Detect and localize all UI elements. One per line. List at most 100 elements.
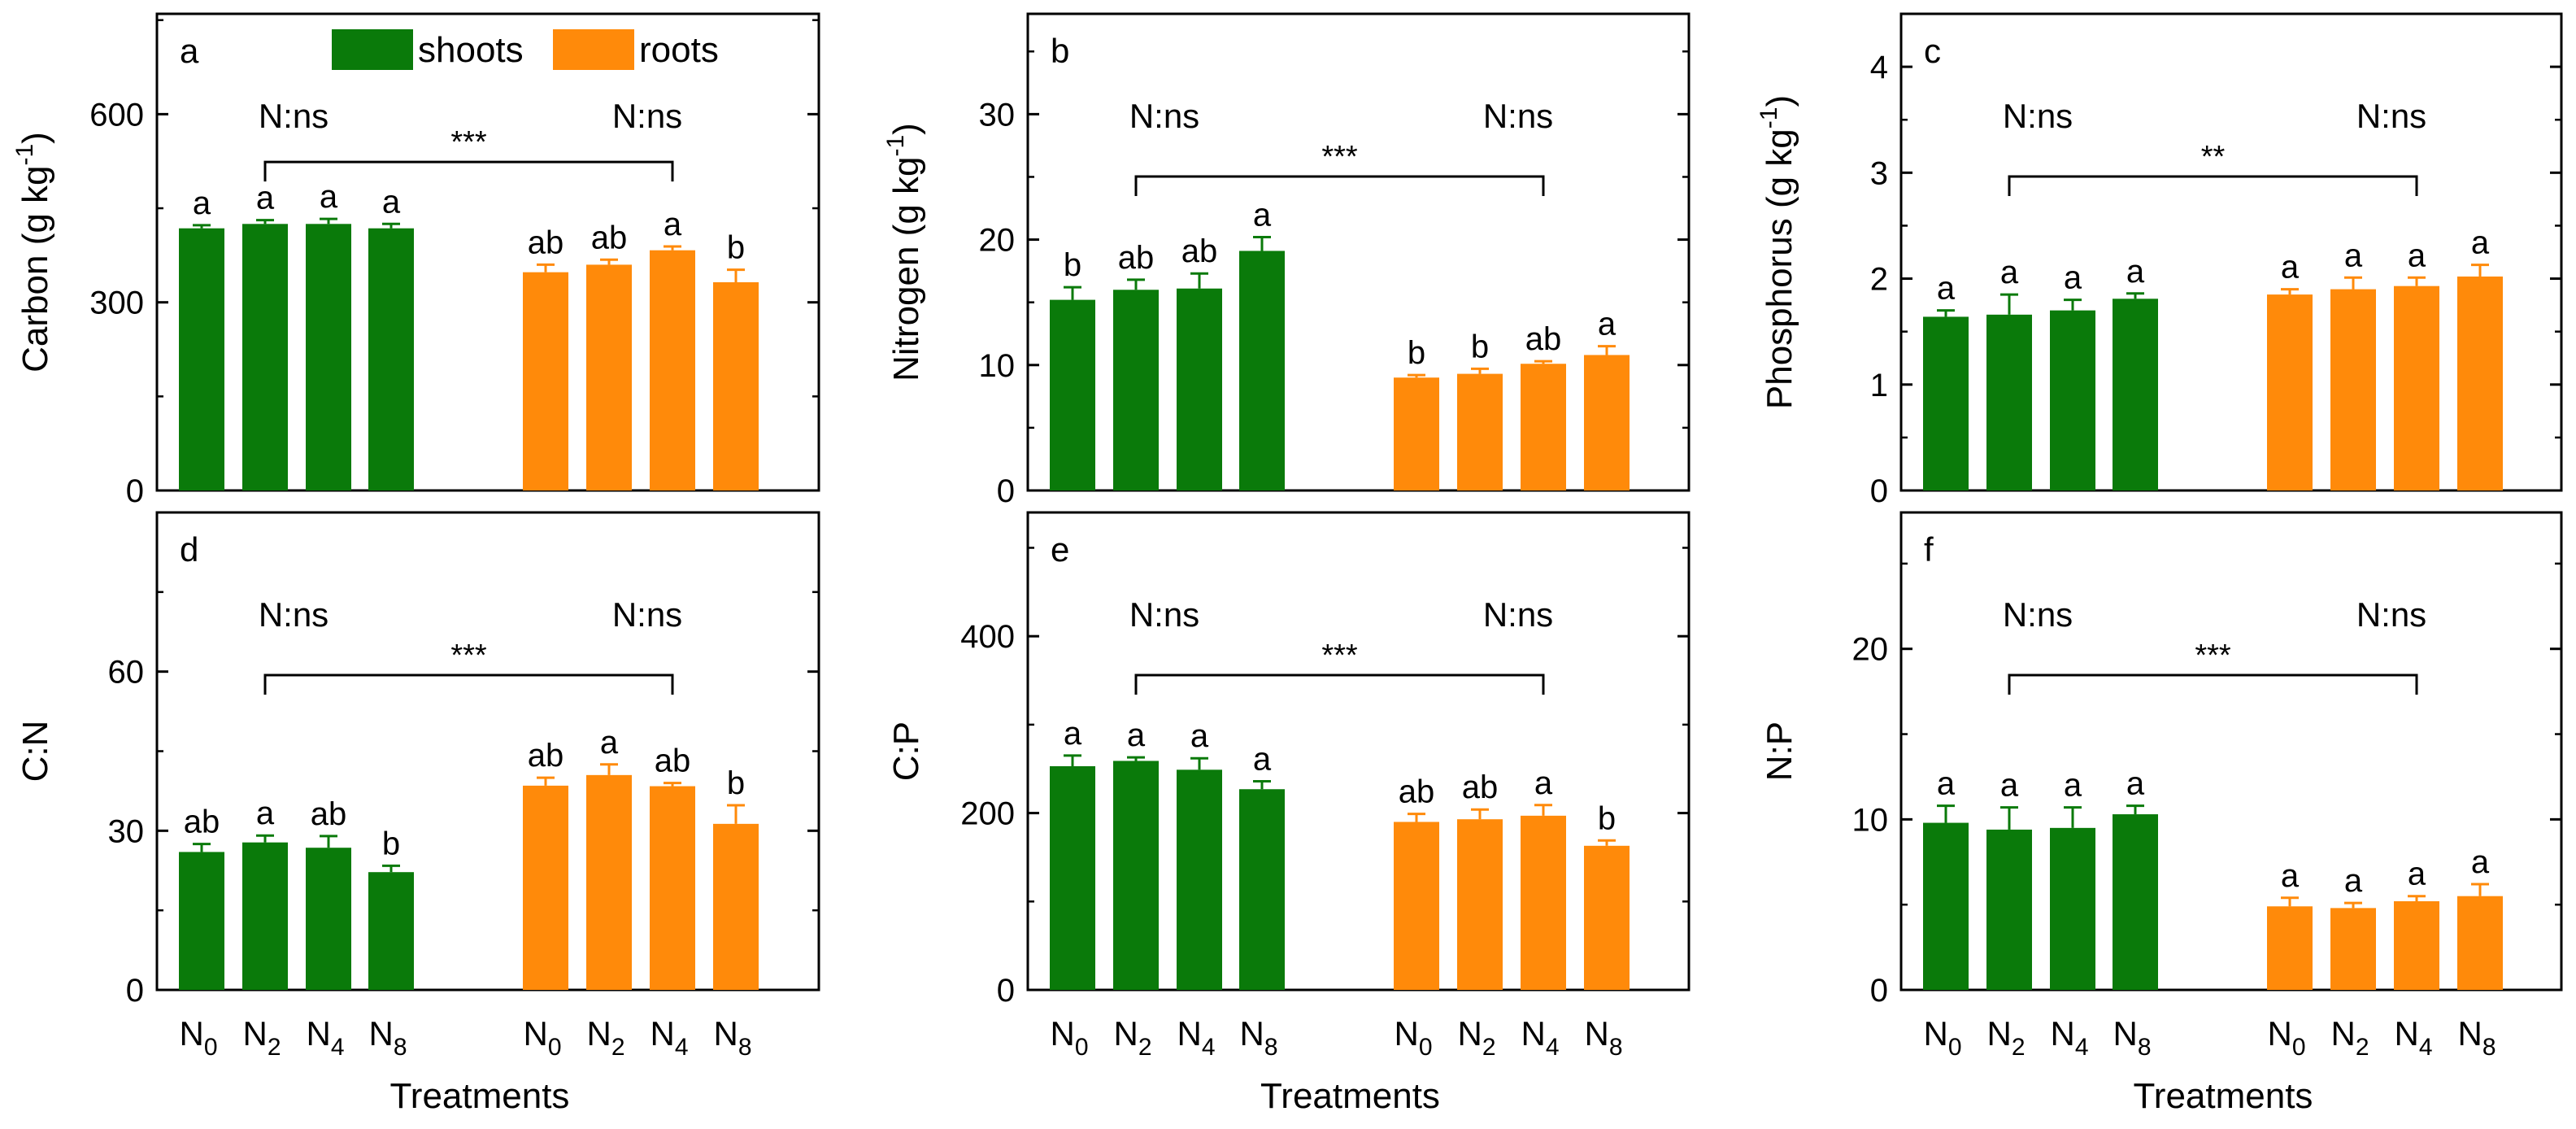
x-category-label: N2 (1986, 1014, 2025, 1061)
x-category-label: N4 (650, 1014, 688, 1061)
sig-letter: a (2344, 238, 2363, 273)
sig-letter: a (1253, 197, 1272, 233)
bar-shoots-0 (1050, 765, 1095, 990)
y-tick-label: 60 (108, 655, 145, 691)
sig-letter: a (2064, 768, 2082, 804)
panel-letter: a (180, 32, 199, 70)
bar-shoots-1 (1113, 290, 1159, 490)
bar-roots-2 (1521, 364, 1566, 490)
y-tick-label: 2 (1870, 262, 1888, 298)
sig-letter: a (1064, 716, 1082, 752)
y-tick-label: 600 (89, 97, 144, 133)
n-effect-label: N:ns (1483, 595, 1553, 634)
n-effect-label: N:ns (259, 595, 329, 634)
sig-letter: b (727, 765, 745, 801)
bar-roots-3 (2457, 276, 2503, 490)
comparison-bracket (2008, 175, 2418, 196)
plot-frame (1899, 12, 2563, 492)
x-category-label: N2 (242, 1014, 281, 1061)
x-axis-title: Treatments (390, 1076, 570, 1116)
sig-letter: a (2408, 857, 2426, 892)
sig-letter: ab (311, 796, 347, 832)
n-effect-label: N:ns (2003, 595, 2073, 634)
bar-roots-3 (713, 282, 759, 490)
n-effect-label: N:ns (612, 595, 682, 634)
sig-letter: a (2000, 768, 2019, 804)
y-tick-label: 30 (108, 813, 145, 849)
sig-letter: ab (1399, 774, 1435, 810)
y-axis-title: C:P (886, 721, 926, 781)
sig-letter: ab (1525, 321, 1562, 357)
bar-shoots-1 (242, 842, 288, 990)
sig-letter: ab (1118, 240, 1155, 276)
sig-letter: a (2281, 250, 2300, 286)
bar-shoots-0 (179, 852, 224, 990)
bar-shoots-3 (2113, 814, 2158, 990)
x-category-label: N0 (1923, 1014, 1961, 1061)
sig-letter: a (2344, 863, 2363, 899)
sig-letter: a (1937, 271, 1956, 307)
bar-roots-2 (650, 786, 695, 990)
significance-stars: ** (2201, 140, 2226, 174)
sig-letter: b (727, 230, 745, 266)
y-tick-label: 10 (1852, 802, 1889, 838)
bar-roots-1 (2330, 908, 2376, 990)
bar-roots-3 (1584, 845, 1630, 990)
n-effect-label: N:ns (259, 97, 329, 135)
x-category-label: N2 (586, 1014, 624, 1061)
legend-label-roots: roots (639, 30, 719, 70)
bar-roots-1 (2330, 289, 2376, 490)
sig-letter: ab (1181, 233, 1218, 269)
bar-roots-0 (1394, 822, 1439, 990)
x-category-label: N4 (1177, 1014, 1215, 1061)
bar-roots-3 (2457, 896, 2503, 990)
sig-letter: b (1408, 335, 1425, 371)
sig-letter: a (2000, 255, 2019, 290)
y-tick-label: 0 (997, 473, 1015, 509)
bar-roots-0 (2267, 906, 2313, 990)
sig-letter: b (1064, 247, 1081, 283)
x-category-label: N4 (1521, 1014, 1559, 1061)
n-effect-label: N:ns (612, 97, 682, 135)
legend-swatch-roots (553, 29, 634, 70)
x-category-label: N0 (1050, 1014, 1088, 1061)
bar-shoots-2 (306, 224, 351, 490)
sig-letter: a (2126, 766, 2145, 802)
x-category-label: N4 (2394, 1014, 2432, 1061)
bar-shoots-0 (1923, 822, 1969, 990)
sig-letter: b (1471, 329, 1489, 364)
significance-stars: *** (2195, 639, 2231, 673)
bar-shoots-3 (1239, 789, 1285, 990)
panel-letter: d (180, 530, 198, 569)
x-category-label: N8 (2113, 1014, 2151, 1061)
x-axis-title: Treatments (2134, 1076, 2313, 1116)
sig-letter: a (2471, 225, 2490, 261)
x-category-label: N0 (2267, 1014, 2305, 1061)
bar-shoots-2 (1177, 288, 1222, 490)
comparison-bracket (263, 673, 674, 695)
comparison-bracket (1134, 175, 1545, 196)
comparison-bracket (2008, 673, 2418, 695)
sig-letter: ab (528, 224, 564, 260)
legend-label-shoots: shoots (418, 30, 524, 70)
bar-roots-0 (2267, 294, 2313, 490)
y-tick-label: 20 (979, 223, 1016, 259)
x-category-label: N8 (1239, 1014, 1277, 1061)
bar-shoots-2 (1177, 769, 1222, 990)
y-tick-label: 4 (1870, 50, 1888, 85)
y-axis-title: Carbon (g kg-1) (11, 132, 55, 373)
sig-letter: a (600, 725, 619, 761)
comparison-bracket (263, 160, 674, 182)
bar-shoots-0 (179, 228, 224, 490)
sig-letter: ab (184, 804, 220, 840)
legend-swatch-shoots (332, 29, 413, 70)
panel-f: 0 10 20 N:P f a a a a a a a a N:ns N:ns *** N0 N2 N4 N8 N0 N2… (1760, 511, 2563, 1116)
y-tick-label: 30 (979, 97, 1016, 133)
n-effect-label: N:ns (1483, 97, 1553, 135)
y-axis-title: N:P (1760, 721, 1799, 781)
